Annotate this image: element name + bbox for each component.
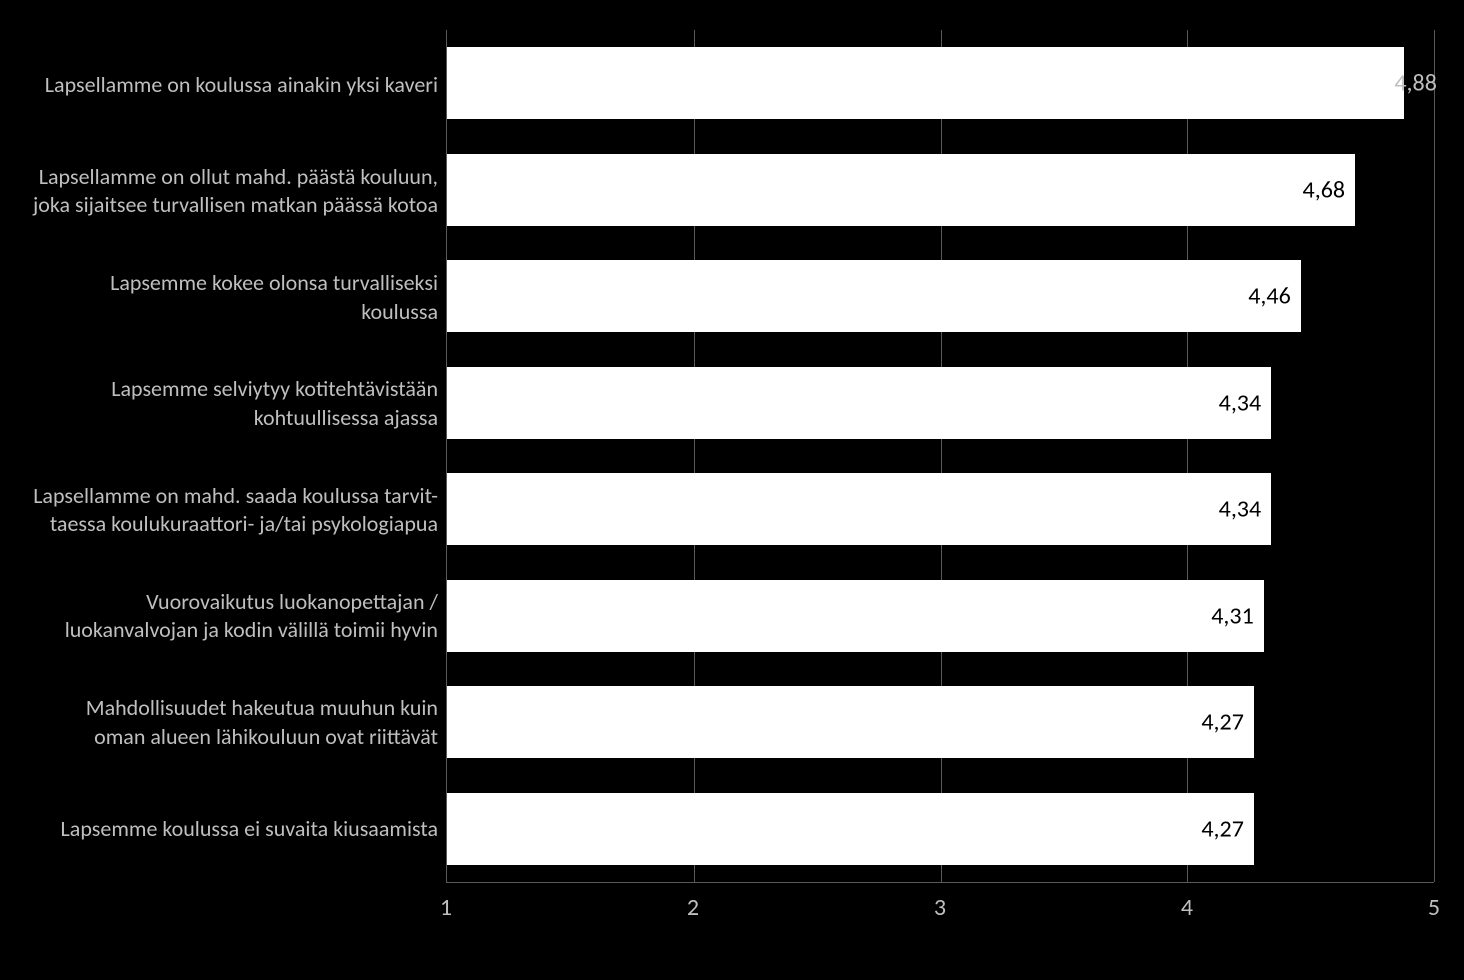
x-tick-label: 1	[440, 893, 452, 922]
bar-label: Lapsemme koulussa ei suvaita kiusaamista	[61, 815, 438, 844]
bar-label: Vuorovaikutus luokanopettajan / luokanva…	[30, 588, 438, 645]
label-row: Lapsellamme on koulussa ainakin yksi kav…	[30, 32, 446, 138]
bar-label: Mahdollisuudet hakeutua muuhun kuin oman…	[30, 694, 438, 751]
bar-row: 4,31	[447, 563, 1434, 670]
bar-label: Lapsemme selviytyy kotitehtävistään koht…	[30, 375, 438, 432]
bars-wrapper: 4,88 4,68 4,46 4,34	[447, 30, 1434, 882]
label-row: Lapsellamme on mahd. saada koulussa tarv…	[30, 457, 446, 563]
chart-area: Lapsellamme on koulussa ainakin yksi kav…	[30, 30, 1434, 950]
x-tick-label: 2	[687, 893, 699, 922]
label-row: Mahdollisuudet hakeutua muuhun kuin oman…	[30, 670, 446, 776]
bar: 4,34	[447, 473, 1271, 545]
bar: 4,27	[447, 686, 1254, 758]
bar-value: 4,34	[1219, 388, 1261, 417]
plot-area: 4,88 4,68 4,46 4,34	[446, 30, 1434, 882]
label-row: Lapsemme kokee olonsa turvalliseksi koul…	[30, 245, 446, 351]
bar: 4,34	[447, 367, 1271, 439]
bar-value: 4,68	[1303, 175, 1345, 204]
gridline	[1434, 30, 1435, 882]
label-row: Lapsellamme on ollut mahd. päästä kouluu…	[30, 138, 446, 244]
bar-label: Lapsellamme on mahd. saada koulussa tarv…	[30, 482, 438, 539]
y-axis-labels: Lapsellamme on koulussa ainakin yksi kav…	[30, 30, 446, 950]
bar-row: 4,68	[447, 137, 1434, 244]
bar: 4,27	[447, 793, 1254, 865]
bar: 4,31	[447, 580, 1264, 652]
plot-column: 4,88 4,68 4,46 4,34	[446, 30, 1434, 950]
bar	[447, 47, 1404, 119]
bar-label: Lapsellamme on ollut mahd. päästä kouluu…	[30, 163, 438, 220]
x-tick-label: 4	[1181, 893, 1193, 922]
bar-row: 4,27	[447, 776, 1434, 883]
x-tick-label: 5	[1428, 893, 1440, 922]
bar-value: 4,88	[1394, 69, 1424, 98]
label-row: Lapsemme koulussa ei suvaita kiusaamista	[30, 776, 446, 882]
bar-row: 4,46	[447, 243, 1434, 350]
bar-value: 4,31	[1211, 601, 1253, 630]
bar-label: Lapsemme kokee olonsa turvalliseksi koul…	[30, 269, 438, 326]
bar: 4,68	[447, 154, 1355, 226]
label-row: Vuorovaikutus luokanopettajan / luokanva…	[30, 563, 446, 669]
bar: 4,46	[447, 260, 1301, 332]
label-row: Lapsemme selviytyy kotitehtävistään koht…	[30, 351, 446, 457]
bar-label: Lapsellamme on koulussa ainakin yksi kav…	[45, 71, 438, 100]
bar-row: 4,27	[447, 669, 1434, 776]
x-axis: 1 2 3 4 5	[446, 882, 1434, 950]
x-tick-label: 3	[934, 893, 946, 922]
bar-value: 4,34	[1219, 495, 1261, 524]
bar-row: 4,34	[447, 350, 1434, 457]
bar-value: 4,27	[1201, 708, 1243, 737]
bar-row: 4,34	[447, 456, 1434, 563]
bar-value: 4,27	[1201, 814, 1243, 843]
bar-row: 4,88	[447, 30, 1434, 137]
bar-value: 4,46	[1248, 282, 1290, 311]
chart-container: Lapsellamme on koulussa ainakin yksi kav…	[30, 30, 1434, 950]
